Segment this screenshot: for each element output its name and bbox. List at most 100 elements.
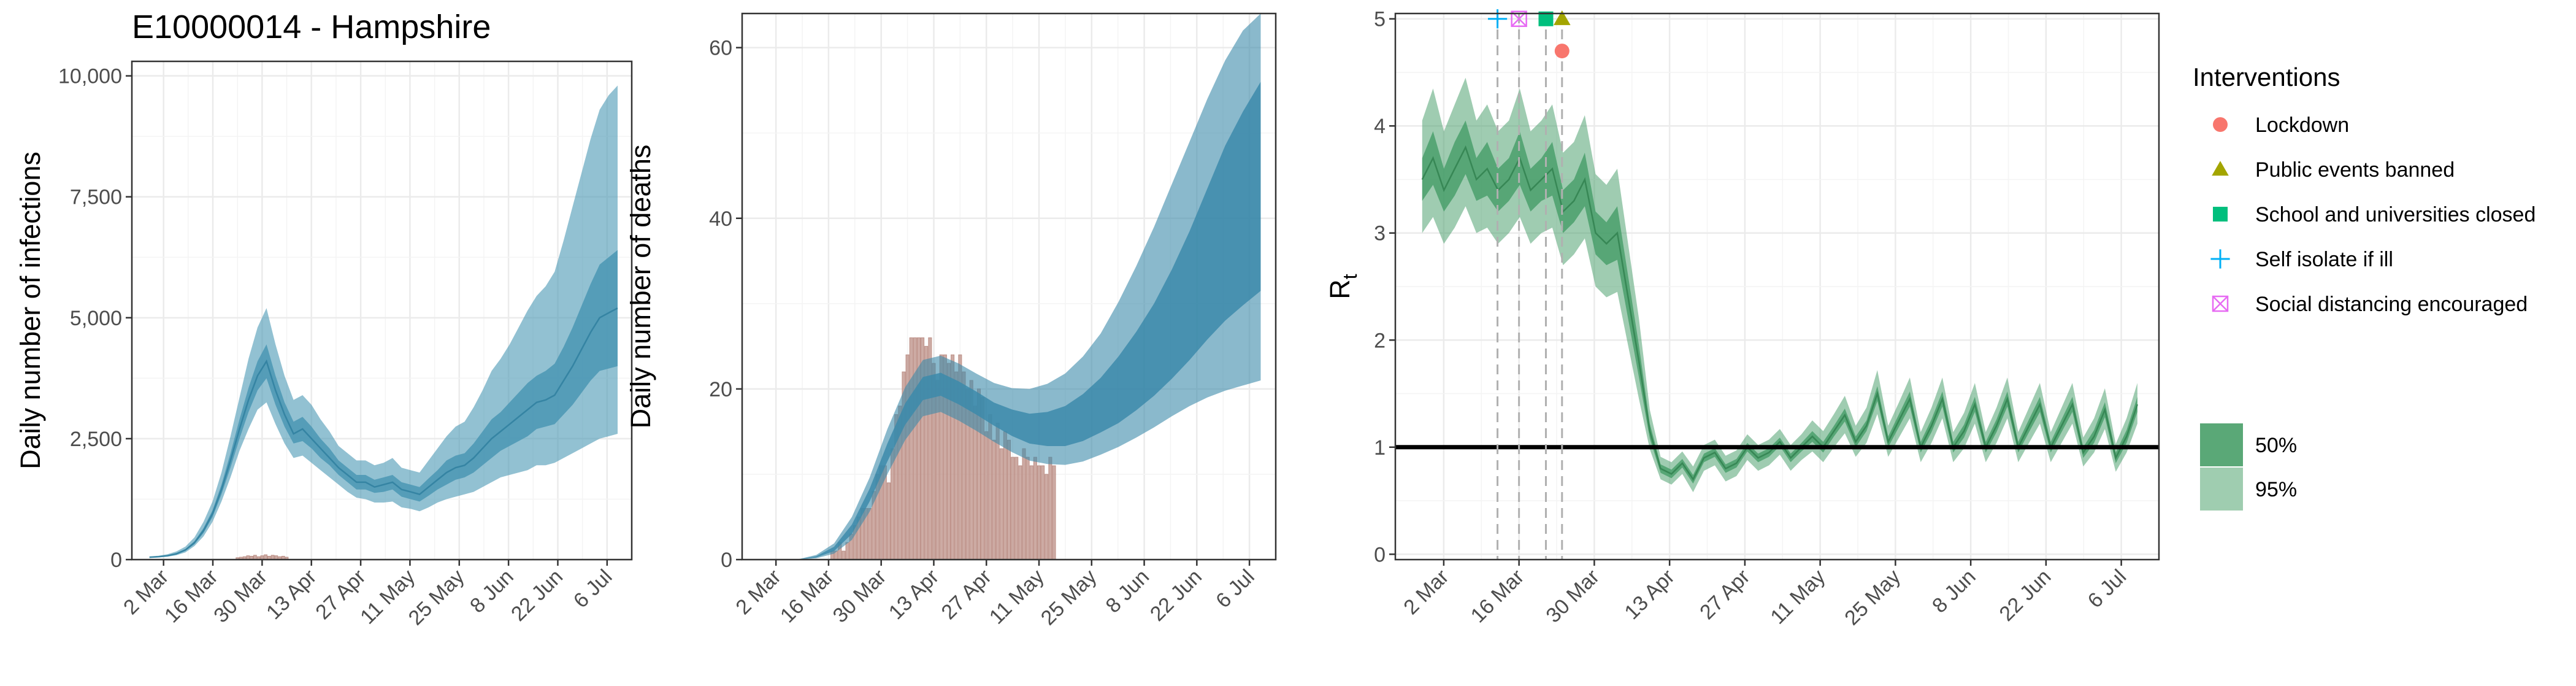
panel-border <box>131 60 633 561</box>
reported-bar <box>1052 465 1056 560</box>
band-95 <box>1422 77 2137 493</box>
reported-bar <box>984 431 989 560</box>
x-tick-label: 11 May <box>985 565 1049 629</box>
legend-bands: 50% 95% <box>2200 423 2297 511</box>
y-tick-label: 5,000 <box>70 307 122 330</box>
reported-bar <box>841 550 846 560</box>
y-tick-label: 0 <box>110 549 122 572</box>
x-tick-label: 25 May <box>404 565 469 630</box>
legend-band-swatch <box>2200 423 2243 466</box>
x-tick-label: 16 Mar <box>1466 565 1529 628</box>
y-tick-label: 0 <box>1374 543 1386 566</box>
reported-bar <box>1045 474 1049 560</box>
legend-band-label: 50% <box>2255 434 2297 457</box>
reported-bar <box>845 542 849 560</box>
y-tick-label: 2,500 <box>70 428 122 451</box>
reported-bar <box>1006 439 1011 560</box>
panel-border <box>741 12 1277 561</box>
legend-band-label: 95% <box>2255 478 2297 501</box>
y-axis: 0 2,500 5,000 7,500 10,000 <box>58 65 132 572</box>
x-tick-label: 6 Jul <box>569 565 617 613</box>
x-tick-label: 25 May <box>1840 565 1905 630</box>
rt-panel: 2 Mar 16 Mar 30 Mar 13 Apr 27 Apr 11 May 25 Ma… <box>1324 8 2160 630</box>
y-tick-label: 5 <box>1374 8 1386 31</box>
legend-symbol <box>2213 207 2228 222</box>
y-axis: 0 1 2 3 4 5 <box>1374 8 1395 566</box>
legend-symbol <box>2210 249 2230 269</box>
x-tick-label: 30 Mar <box>829 565 891 628</box>
legend-item-label: Social distancing encouraged <box>2255 293 2528 316</box>
y-tick-label: 2 <box>1374 329 1386 352</box>
reported-bar <box>1018 465 1022 560</box>
reported-bar <box>886 482 891 560</box>
reported-bar <box>992 439 996 560</box>
x-tick-label: 16 Mar <box>776 565 838 628</box>
x-tick-label: 11 May <box>1766 565 1830 629</box>
y-tick-label: 1 <box>1374 436 1386 460</box>
y-axis-subscript: t <box>1339 274 1361 279</box>
reported-bar <box>1011 457 1015 560</box>
band-95 <box>798 13 1261 560</box>
y-tick-label: 60 <box>709 37 732 60</box>
reported-bar <box>909 337 913 560</box>
y-axis-title: Rt <box>1324 274 1361 299</box>
page-title: E10000014 - Hampshire <box>132 9 491 45</box>
y-tick-label: 20 <box>709 378 732 401</box>
x-tick-label: 22 Jun <box>1146 565 1206 626</box>
reported-bar <box>1037 465 1041 560</box>
x-tick-label: 13 Apr <box>884 565 943 624</box>
y-tick-label: 4 <box>1374 115 1386 138</box>
y-tick-label: 40 <box>709 207 732 231</box>
x-tick-label: 30 Mar <box>1541 565 1604 628</box>
legend: Interventions Lockdown Public events bann… <box>2193 63 2536 511</box>
intervention-marker <box>1553 10 1571 25</box>
y-axis-title: Daily number of infections <box>15 152 46 469</box>
intervention-marker <box>1554 44 1570 59</box>
reported-bar <box>1029 465 1033 560</box>
intervention-marker <box>1487 9 1508 29</box>
legend-band-swatch <box>2200 468 2243 511</box>
reported-bars <box>236 554 289 560</box>
reported-bar <box>1014 457 1019 560</box>
x-tick-label: 27 Apr <box>1695 565 1754 624</box>
reported-bar <box>999 448 1003 560</box>
x-tick-label: 6 Jul <box>1211 565 1259 613</box>
legend-item-label: Lockdown <box>2255 114 2349 137</box>
legend-title: Interventions <box>2193 63 2340 91</box>
legend-symbol <box>2212 161 2229 176</box>
panel-border <box>1394 12 2160 561</box>
band-50 <box>149 250 618 558</box>
reported-bar <box>868 508 872 560</box>
y-tick-label: 0 <box>721 549 732 572</box>
y-tick-label: 3 <box>1374 222 1386 245</box>
legend-symbol <box>2212 295 2229 312</box>
legend-items: Lockdown Public events banned School and u… <box>2210 114 2536 316</box>
y-axis: 0 20 40 60 <box>709 37 742 572</box>
x-tick-label: 30 Mar <box>209 565 272 628</box>
interventions <box>1487 9 1571 560</box>
legend-symbol <box>2213 117 2228 132</box>
reported-bar <box>1041 465 1045 560</box>
x-tick-label: 2 Mar <box>1399 565 1453 619</box>
reported-bar <box>1003 431 1007 560</box>
x-tick-label: 13 Apr <box>262 565 321 624</box>
y-axis-title: Daily number of deaths <box>625 145 656 429</box>
y-tick-label: 7,500 <box>70 186 122 209</box>
reported-bar <box>1025 457 1030 560</box>
reported-bar <box>1033 457 1037 560</box>
legend-item-label: School and universities closed <box>2255 203 2536 226</box>
reported-bar <box>1022 448 1026 560</box>
reported-bar <box>1048 457 1052 560</box>
y-tick-label: 10,000 <box>58 65 122 88</box>
legend-item-label: Public events banned <box>2255 158 2455 182</box>
band-50 <box>798 82 1261 560</box>
x-tick-label: 22 Jun <box>507 565 567 626</box>
x-tick-label: 8 Jun <box>1928 565 1980 618</box>
